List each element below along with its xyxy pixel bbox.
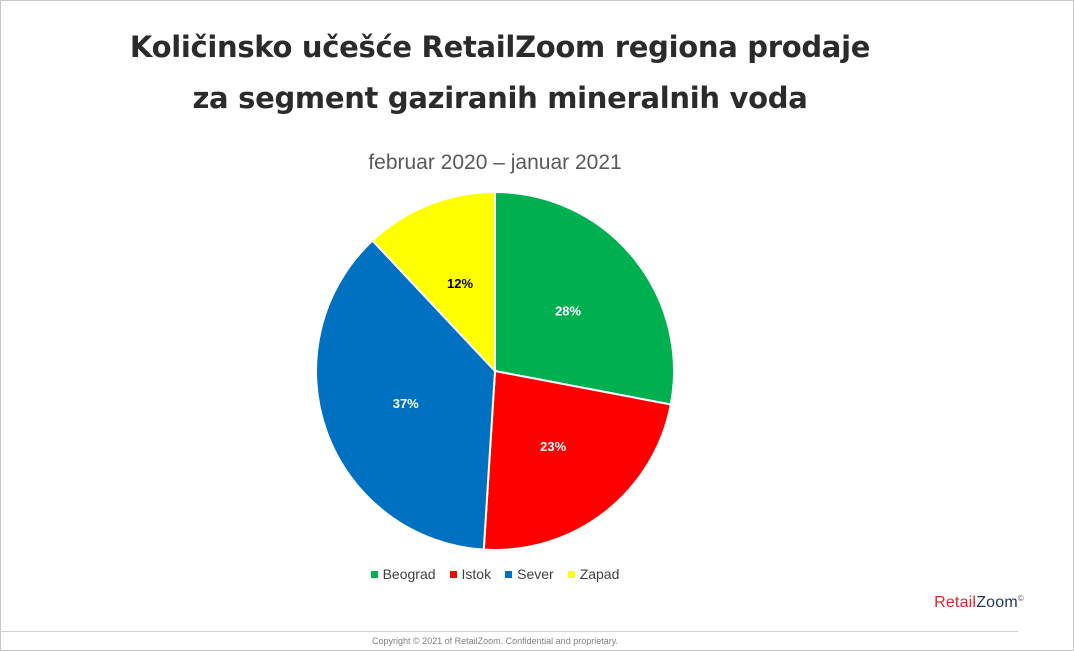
pie-slice-zapad (371, 190, 496, 374)
pie-slice-istok (482, 369, 672, 551)
data-label-istok: 23% (540, 439, 566, 454)
legend-item-beograd: Beograd (370, 566, 436, 582)
logo-copyright-mark: © (1017, 594, 1024, 603)
legend-swatch (370, 570, 378, 578)
legend-item-istok: Istok (449, 566, 492, 582)
chart-title-line-1: Količinsko učešće RetailZoom regiona pro… (129, 30, 871, 64)
legend-label: Beograd (382, 566, 436, 582)
footer-divider (0, 631, 1018, 632)
chart-subtitle: februar 2020 – januar 2021 (368, 151, 622, 174)
pie-slice-beograd (494, 190, 675, 406)
legend-item-sever: Sever (505, 566, 554, 582)
logo-zoom-text: Zoom (976, 594, 1018, 611)
data-label-zapad: 12% (447, 276, 473, 291)
data-label-beograd: 28% (555, 304, 581, 319)
legend-label: Istok (461, 566, 492, 582)
legend-swatch (505, 570, 513, 578)
legend-label: Sever (517, 566, 554, 582)
legend-swatch (567, 570, 575, 578)
retailzoom-logo: RetailZoom© (934, 594, 1024, 612)
pie-slice-sever (315, 239, 497, 551)
chart-title-line-2: za segment gaziranih mineralnih voda (192, 81, 808, 115)
chart-legend: Beograd Istok Sever Zapad (0, 566, 990, 582)
logo-retail-text: Retail (934, 594, 977, 611)
footer-copyright: Copyright © 2021 of RetailZoom. Confiden… (371, 636, 619, 646)
data-label-sever: 37% (393, 396, 419, 411)
legend-label: Zapad (579, 566, 620, 582)
legend-item-zapad: Zapad (567, 566, 620, 582)
legend-swatch (449, 570, 457, 578)
